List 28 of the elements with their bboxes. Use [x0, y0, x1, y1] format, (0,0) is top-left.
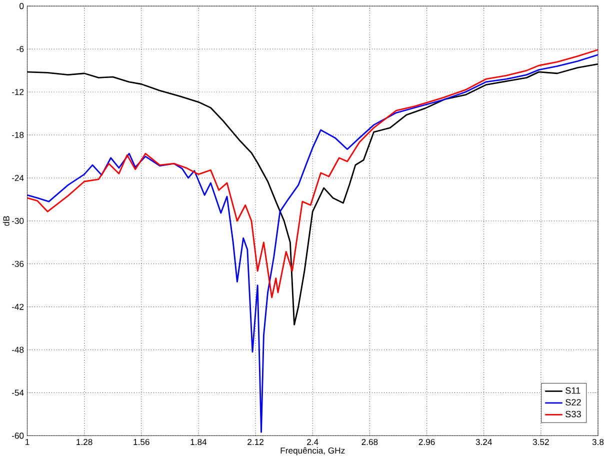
y-tick-label: -54 [12, 390, 24, 396]
x-tick-label: 2.68 [362, 438, 378, 445]
line-series [27, 54, 598, 433]
x-tick-label: 2.4 [307, 438, 318, 445]
y-tick-label: -24 [12, 174, 24, 181]
x-tick-label: 3.24 [476, 438, 492, 445]
x-tick-label: 2.96 [418, 438, 435, 445]
x-tick-label: 2.12 [248, 438, 264, 445]
legend-label: S11 [566, 387, 580, 394]
y-tick-label: -12 [12, 88, 24, 95]
x-tick-label: 1.84 [190, 438, 207, 445]
x-tick-label: 1.28 [76, 438, 92, 445]
y-tick-label: -60 [12, 432, 24, 439]
x-tick-label: 3.52 [532, 438, 549, 445]
y-axis-title: dB [3, 216, 10, 226]
y-tick-label: -30 [12, 218, 24, 224]
x-tick-label: 1 [25, 438, 30, 445]
y-tick-label: -18 [12, 132, 24, 138]
x-tick-label: 3.8 [592, 438, 604, 445]
x-axis-title: Frequência, GHz [280, 447, 345, 456]
legend-label: S33 [566, 410, 581, 418]
x-tick-label: 1.56 [134, 438, 150, 445]
y-tick-label: -48 [12, 346, 24, 353]
y-tick-label: -36 [12, 260, 24, 267]
y-tick-label: -42 [12, 304, 24, 310]
legend-label: S22 [566, 398, 581, 406]
y-tick-label: 0 [20, 2, 24, 9]
y-tick-label: -6 [16, 46, 24, 52]
